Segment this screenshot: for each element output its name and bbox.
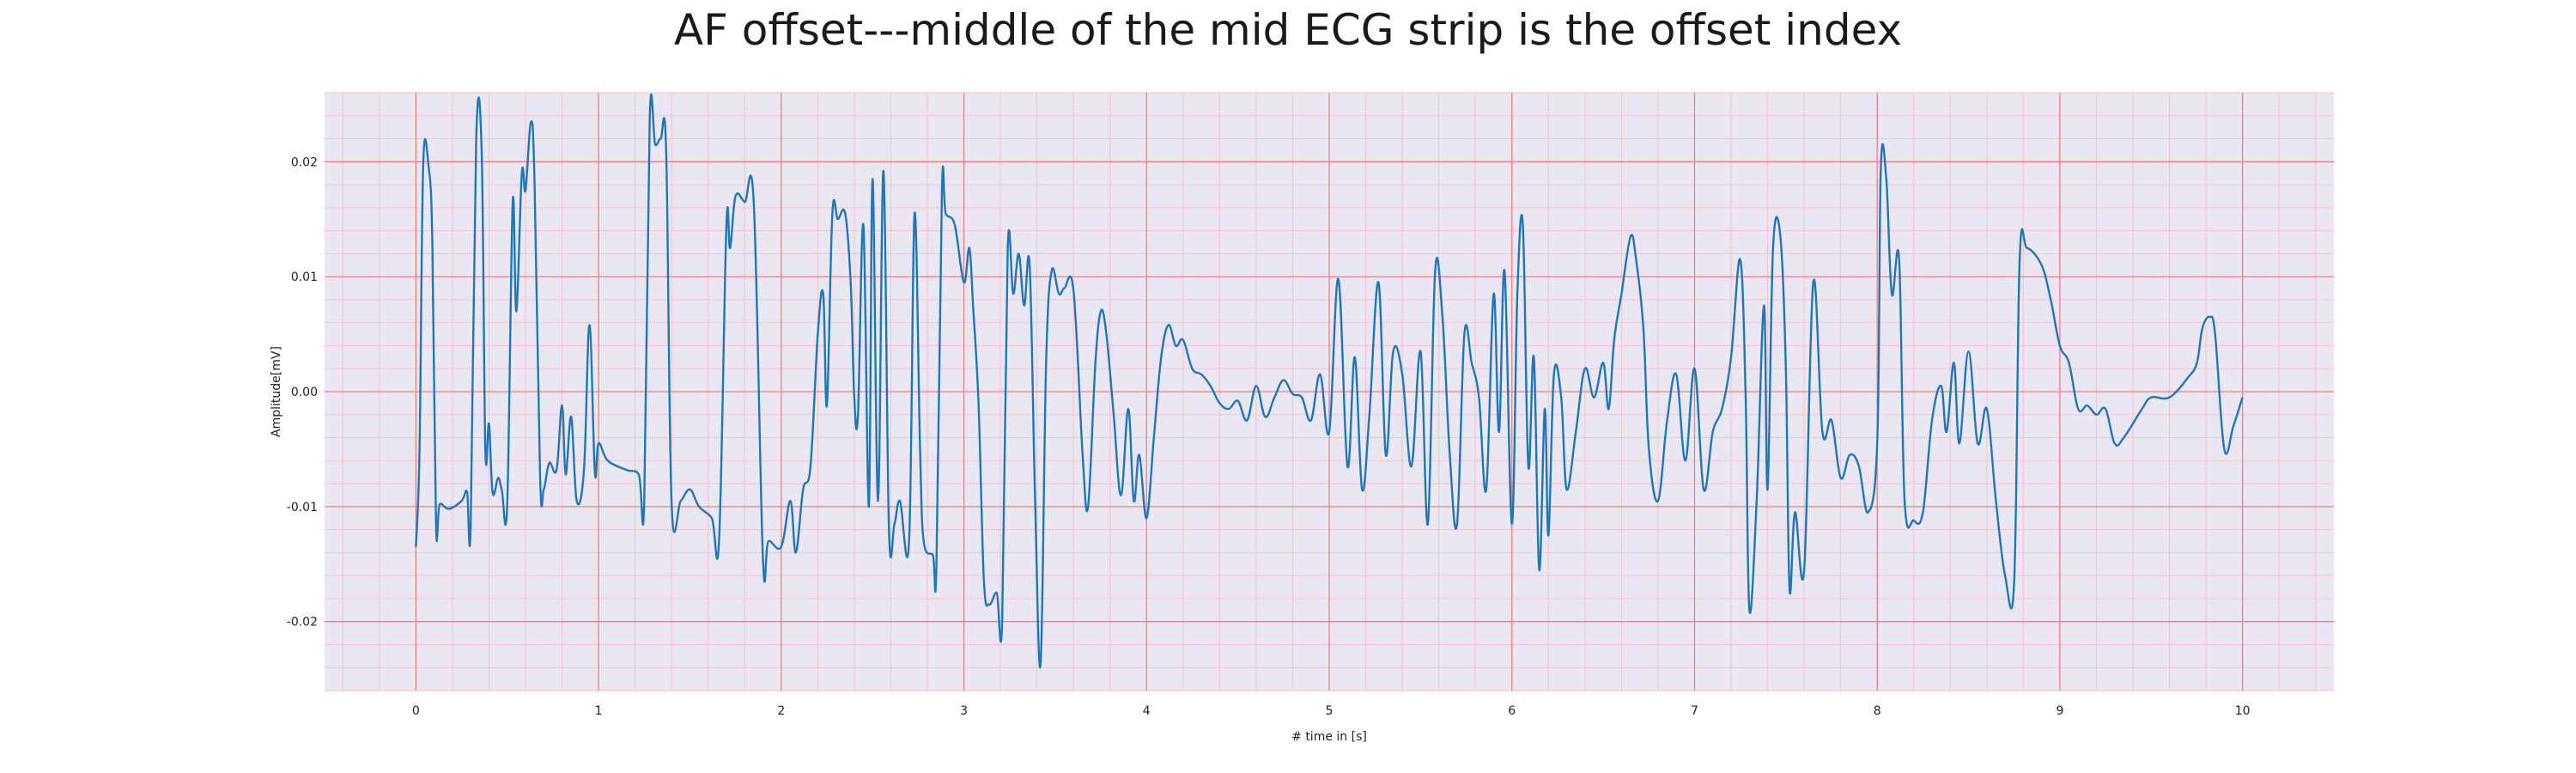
x-tick-label: 8	[1874, 704, 1881, 718]
x-tick-label: 6	[1508, 704, 1516, 718]
x-tick-label: 5	[1326, 704, 1334, 718]
x-tick-label: 1	[595, 704, 603, 718]
x-axis-label: # time in [s]	[1291, 730, 1367, 744]
x-tick-label: 9	[2056, 704, 2063, 718]
x-tick-label: 3	[960, 704, 968, 718]
major-grid	[325, 93, 2334, 691]
y-axis-label: Amplitude[mV]	[270, 346, 283, 437]
x-tick-label: 7	[1691, 704, 1698, 718]
x-tick-labels: 0 1 2 3 4 5 6 7 8 9 10	[412, 704, 2251, 718]
y-tick-label: 0.02	[291, 155, 318, 169]
y-tick-labels: -0.02 -0.01 0.00 0.01 0.02	[287, 155, 318, 629]
x-tick-label: 10	[2235, 704, 2251, 718]
x-tick-label: 4	[1143, 704, 1151, 718]
y-tick-label: -0.02	[287, 616, 318, 630]
y-tick-label: -0.01	[287, 501, 318, 514]
x-tick-label: 2	[777, 704, 785, 718]
y-tick-label: 0.01	[291, 271, 318, 284]
y-tick-label: 0.00	[291, 386, 318, 399]
chart-title: AF offset---middle of the mid ECG strip …	[673, 5, 1903, 55]
x-tick-label: 0	[412, 704, 420, 718]
ecg-series-line	[415, 93, 2244, 668]
